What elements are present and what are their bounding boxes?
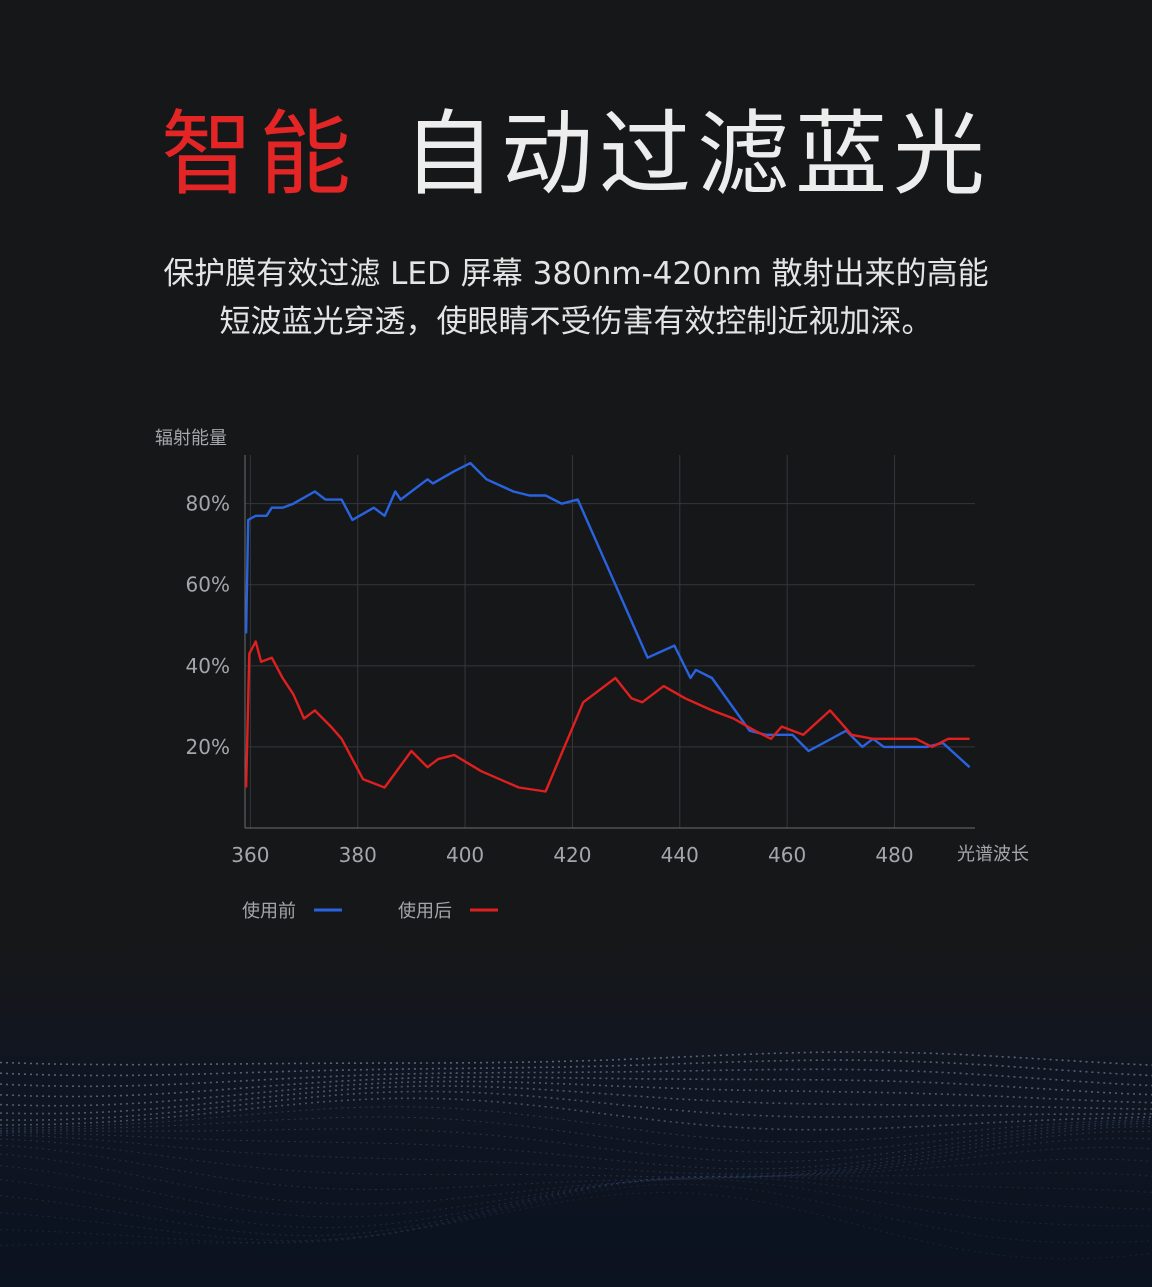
wave-particle-line xyxy=(0,1137,1152,1178)
x-tick-label: 400 xyxy=(446,843,484,867)
legend-label: 使用后 xyxy=(398,901,452,922)
headline: 智能 自动过滤蓝光 xyxy=(0,100,1152,210)
wave-particle-line xyxy=(0,1130,1152,1175)
y-axis-label: 辐射能量 xyxy=(155,428,227,449)
x-tick-label: 460 xyxy=(768,843,806,867)
x-tick-label: 440 xyxy=(661,843,699,867)
x-axis-label: 光谱波长 xyxy=(957,844,1029,865)
subtitle-line-2: 短波蓝光穿透，使眼睛不受伤害有效控制近视加深。 xyxy=(219,304,933,340)
headline-accent: 智能 xyxy=(160,101,357,208)
x-tick-label: 380 xyxy=(339,843,377,867)
series-line-before xyxy=(244,461,971,769)
spectrum-chart: 20% 40% 60% 80% 360 380 400 420 440 460 480 辐射能量光谱波… xyxy=(155,428,1029,922)
wave-particle-line xyxy=(0,1183,1152,1244)
wave-particle-line xyxy=(0,1068,1152,1088)
wave-particle-line xyxy=(0,1106,1152,1143)
wave-particle-line xyxy=(0,1097,1152,1131)
wave-particle-line xyxy=(0,1076,1152,1098)
y-tick-label: 20% xyxy=(186,735,230,759)
wave-particle-line xyxy=(0,1080,1152,1107)
wave-particle-line xyxy=(0,1116,1152,1154)
wave-particle-line xyxy=(0,1192,1152,1260)
wave-particle-line xyxy=(0,1059,1152,1077)
series-line-after xyxy=(244,640,970,793)
wave-particle-line xyxy=(0,1165,1152,1218)
wave-particle-line xyxy=(0,1090,1152,1121)
headline-main: 自动过滤蓝光 xyxy=(403,101,992,208)
wave-particle-line xyxy=(0,1175,1152,1229)
particle-wave-decoration xyxy=(0,950,1152,1287)
x-tick-label: 480 xyxy=(875,843,913,867)
wave-particle-line xyxy=(0,1125,1152,1170)
y-tick-label: 60% xyxy=(186,573,230,597)
x-tick-label: 360 xyxy=(231,843,269,867)
y-tick-label: 80% xyxy=(186,492,230,516)
x-tick-label: 420 xyxy=(553,843,591,867)
legend-label: 使用前 xyxy=(242,901,296,922)
subtitle-line-1: 保护膜有效过滤 LED 屏幕 380nm-420nm 散射出来的高能 xyxy=(163,256,989,292)
y-tick-label: 40% xyxy=(186,654,230,678)
wave-particle-line xyxy=(0,1051,1152,1066)
wave-particle-line xyxy=(0,1178,1152,1242)
wave-particle-line xyxy=(0,1085,1152,1115)
wave-particle-line xyxy=(0,1176,1152,1237)
wave-particle-line xyxy=(0,1122,1152,1163)
subtitle: 保护膜有效过滤 LED 屏幕 380nm-420nm 散射出来的高能 短波蓝光穿… xyxy=(0,250,1152,346)
